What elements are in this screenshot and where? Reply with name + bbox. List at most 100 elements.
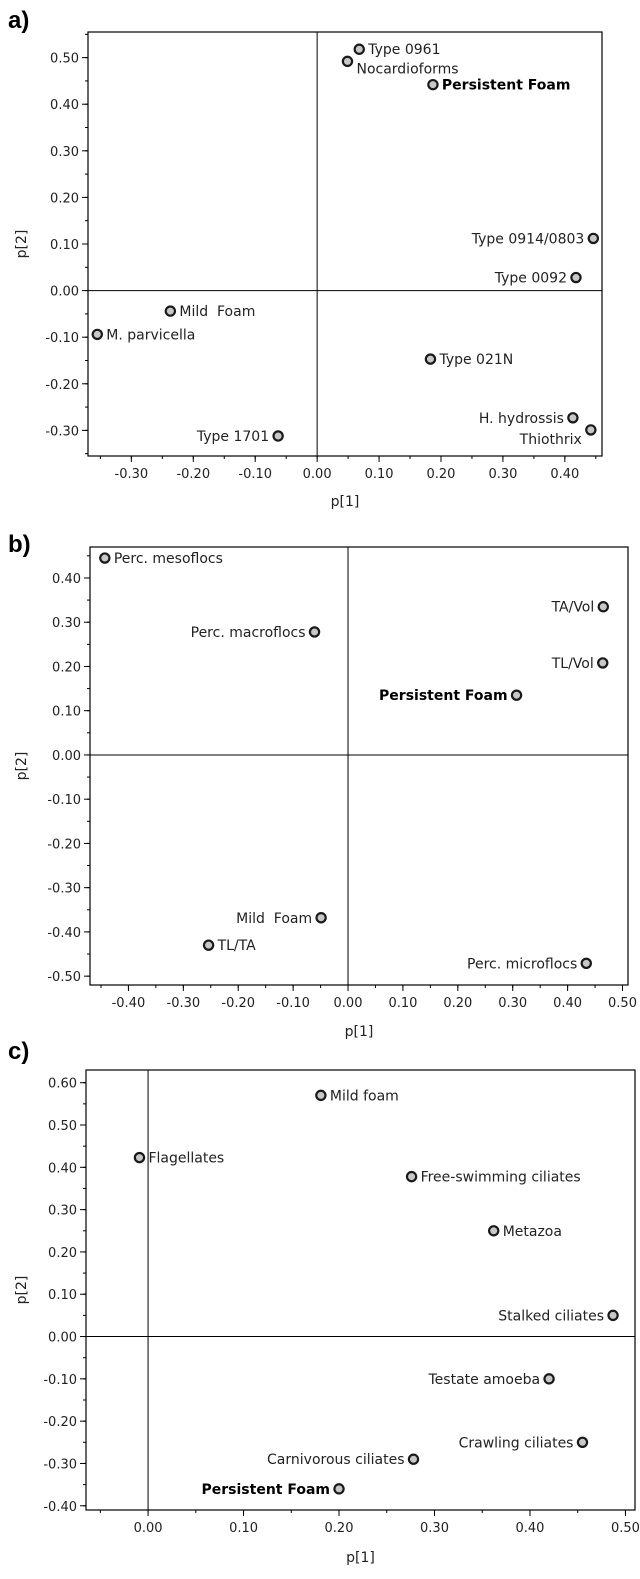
x-tick-label: 0.40	[550, 467, 579, 482]
data-point-label: Type 0961	[367, 42, 440, 58]
plot-frame	[85, 1069, 636, 1511]
data-point-marker	[487, 1225, 500, 1237]
data-point-marker	[570, 271, 582, 284]
y-tick-label: -0.40	[43, 1500, 77, 1515]
y-tick-label: 0.30	[50, 145, 79, 160]
plot-frame	[89, 546, 629, 986]
data-point-label: H. hydrossis	[479, 411, 564, 427]
data-point-marker	[315, 1089, 327, 1102]
x-tick-label: 0.20	[325, 1521, 354, 1536]
data-point-marker	[341, 55, 354, 68]
y-tick-label: 0.60	[48, 1077, 77, 1092]
data-point-marker	[585, 424, 597, 436]
y-tick-label: 0.20	[52, 660, 81, 675]
data-point-marker	[597, 601, 609, 613]
x-tick-label: -0.20	[221, 996, 255, 1011]
data-point-marker	[607, 1309, 619, 1322]
data-point-marker	[308, 626, 321, 638]
y-tick-label: 0.30	[48, 1204, 77, 1219]
x-tick-label: 0.40	[553, 996, 582, 1011]
x-axis-title: p[1]	[346, 1550, 375, 1566]
data-point-label: Persistent Foam	[442, 78, 571, 94]
y-tick-label: 0.20	[48, 1246, 77, 1261]
y-tick-label: 0.10	[48, 1288, 77, 1303]
y-tick-label: -0.10	[43, 1373, 77, 1388]
data-point-label: Thiothrix	[519, 432, 582, 448]
y-tick-label: 0.20	[50, 191, 79, 206]
y-tick-label: -0.20	[47, 837, 81, 852]
data-point-marker	[424, 353, 437, 365]
data-point-label: Nocardioforms	[356, 61, 458, 77]
x-tick-label: 0.00	[303, 467, 332, 482]
data-point-label: Carnivorous ciliates	[267, 1452, 404, 1468]
y-tick-label: -0.30	[45, 424, 79, 439]
y-tick-label: 0.00	[48, 1331, 77, 1346]
y-tick-label: -0.20	[45, 378, 79, 393]
data-point-marker	[272, 430, 284, 442]
data-point-marker	[597, 657, 609, 669]
y-axis-title: p[2]	[14, 1276, 30, 1305]
x-tick-label: 0.30	[498, 996, 527, 1011]
data-point-label: Metazoa	[503, 1224, 562, 1240]
x-tick-label: -0.20	[176, 467, 210, 482]
data-point-marker	[315, 912, 327, 924]
x-tick-label: 0.30	[488, 467, 517, 482]
data-point-marker	[333, 1483, 345, 1495]
y-tick-label: 0.10	[50, 238, 79, 253]
y-axis-title: p[2]	[14, 752, 30, 781]
y-tick-label: 0.10	[52, 705, 81, 720]
data-point-label: Type 0914/0803	[471, 231, 585, 247]
y-tick-label: -0.40	[47, 926, 81, 941]
x-tick-label: 0.10	[229, 1521, 258, 1536]
y-tick-label: 0.40	[50, 98, 79, 113]
x-tick-label: 0.20	[443, 996, 472, 1011]
data-point-marker	[576, 1436, 589, 1449]
data-point-label: Type 0092	[494, 271, 567, 287]
data-point-label: Type 1701	[196, 429, 269, 445]
data-point-marker	[91, 328, 103, 341]
x-tick-label: 0.30	[420, 1521, 449, 1536]
data-point-label: Stalked ciliates	[498, 1308, 604, 1324]
data-point-marker	[164, 305, 177, 317]
x-tick-label: -0.10	[238, 467, 272, 482]
x-tick-label: 0.10	[365, 467, 394, 482]
x-tick-label: 0.00	[134, 1521, 163, 1536]
data-point-marker	[133, 1151, 146, 1164]
data-point-label: Mild Foam	[236, 911, 312, 927]
y-tick-label: 0.50	[48, 1119, 77, 1134]
data-point-label: Perc. microflocs	[467, 956, 577, 972]
data-point-marker	[405, 1170, 418, 1183]
x-tick-label: 0.50	[608, 996, 637, 1011]
x-axis-title: p[1]	[345, 1024, 374, 1040]
y-tick-label: -0.50	[47, 970, 81, 985]
y-tick-label: 0.00	[50, 285, 79, 300]
data-point-label: Mild foam	[330, 1088, 399, 1104]
panel-label: c)	[8, 1038, 29, 1065]
y-tick-label: -0.30	[43, 1457, 77, 1472]
data-point-label: Persistent Foam	[202, 1482, 331, 1498]
y-tick-label: -0.20	[43, 1415, 77, 1430]
x-tick-label: -0.10	[276, 996, 310, 1011]
y-tick-label: -0.10	[47, 793, 81, 808]
panel-label: a)	[8, 7, 29, 34]
x-axis-title: p[1]	[331, 494, 360, 510]
y-tick-label: 0.00	[52, 749, 81, 764]
data-point-label: Perc. mesoflocs	[114, 551, 223, 567]
data-point-label: Mild Foam	[179, 304, 255, 320]
data-point-marker	[99, 552, 111, 564]
x-tick-label: 0.00	[334, 996, 363, 1011]
data-point-marker	[580, 957, 592, 970]
y-tick-label: 0.50	[50, 52, 79, 67]
panel-label: b)	[8, 531, 31, 558]
data-point-label: Testate amoeba	[428, 1372, 541, 1388]
x-tick-label: -0.30	[167, 996, 201, 1011]
x-tick-label: 0.50	[611, 1521, 640, 1536]
data-point-label: Free-swimming ciliates	[421, 1170, 581, 1186]
data-point-marker	[353, 43, 365, 55]
data-point-label: TL/Vol	[551, 656, 594, 672]
data-point-label: TA/Vol	[551, 600, 595, 616]
x-tick-label: 0.20	[427, 467, 456, 482]
data-point-marker	[510, 689, 523, 701]
data-point-marker	[567, 412, 579, 424]
